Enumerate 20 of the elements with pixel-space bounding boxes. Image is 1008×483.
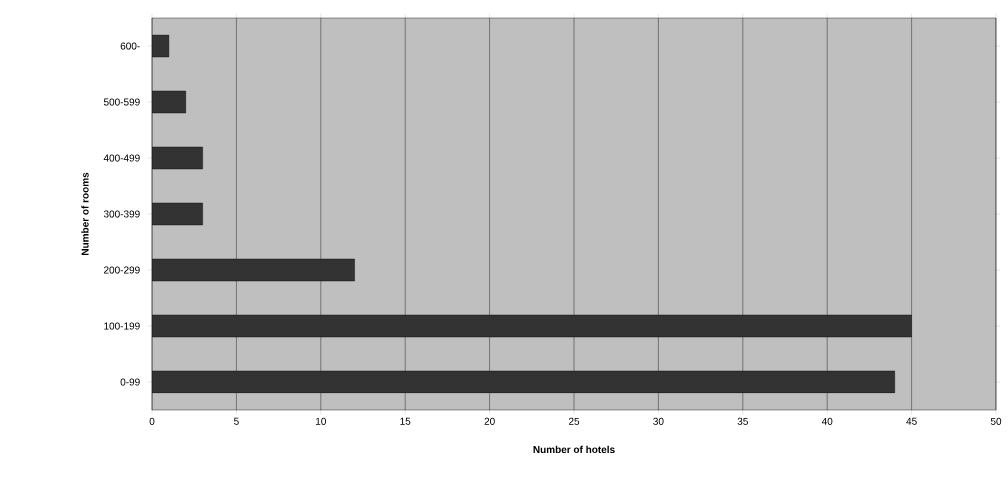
x-tick-label: 20 — [484, 417, 495, 425]
y-tick-label: 300-399 — [103, 210, 140, 218]
x-tick-label: 50 — [990, 417, 1002, 425]
x-tick-label: 0 — [149, 417, 155, 425]
y-axis-title: Number of rooms — [81, 172, 89, 255]
y-tick-label: 200-299 — [104, 266, 140, 274]
x-tick-label: 10 — [316, 417, 326, 425]
y-tick-label: 600- — [120, 42, 140, 50]
x-tick-label: 35 — [737, 417, 748, 425]
y-tick-label: 100-199 — [104, 322, 140, 330]
x-tick-label: 25 — [568, 417, 580, 425]
y-tick-label: 0-99 — [120, 378, 140, 386]
y-tick-label: 500-599 — [103, 98, 140, 106]
x-tick-label: 30 — [653, 417, 664, 425]
y-tick-label: 400-499 — [103, 154, 140, 162]
x-tick-label: 15 — [400, 417, 411, 425]
x-tick-label: 45 — [906, 417, 917, 425]
x-tick-label: 5 — [234, 417, 239, 425]
x-axis-title: Number of hotels — [533, 445, 615, 454]
x-tick-label: 40 — [821, 417, 833, 425]
